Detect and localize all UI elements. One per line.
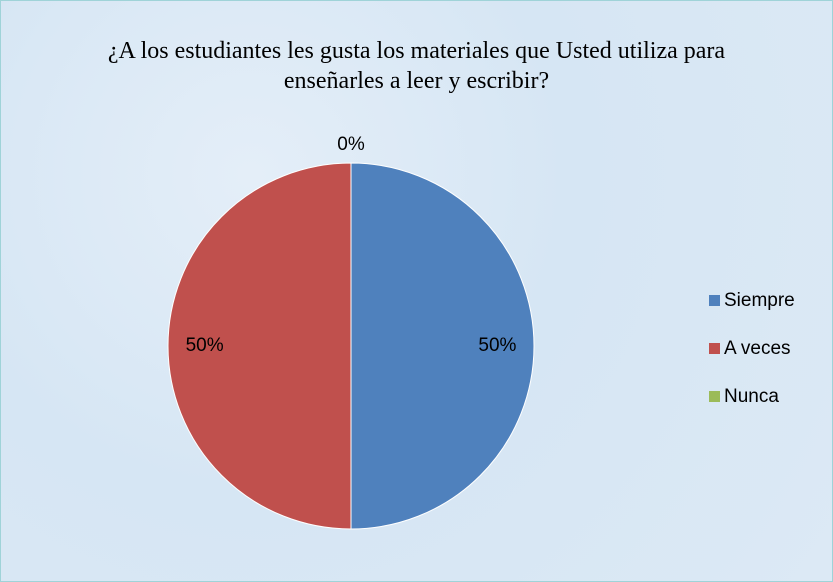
data-label: 0%: [337, 134, 365, 155]
data-label: 50%: [478, 335, 516, 356]
data-label: 50%: [186, 335, 224, 356]
pie-slice: [350, 162, 535, 530]
legend-label: A veces: [724, 338, 791, 359]
title-box: ¿A los estudiantes les gusta los materia…: [0, 36, 833, 96]
legend-swatch: [709, 295, 720, 306]
pie-slice: [167, 162, 352, 530]
legend-swatch: [709, 343, 720, 354]
legend-label: Siempre: [724, 290, 795, 311]
chart-title: ¿A los estudiantes les gusta los materia…: [107, 38, 726, 94]
legend-label: Nunca: [724, 386, 779, 407]
legend-swatch: [709, 391, 720, 402]
